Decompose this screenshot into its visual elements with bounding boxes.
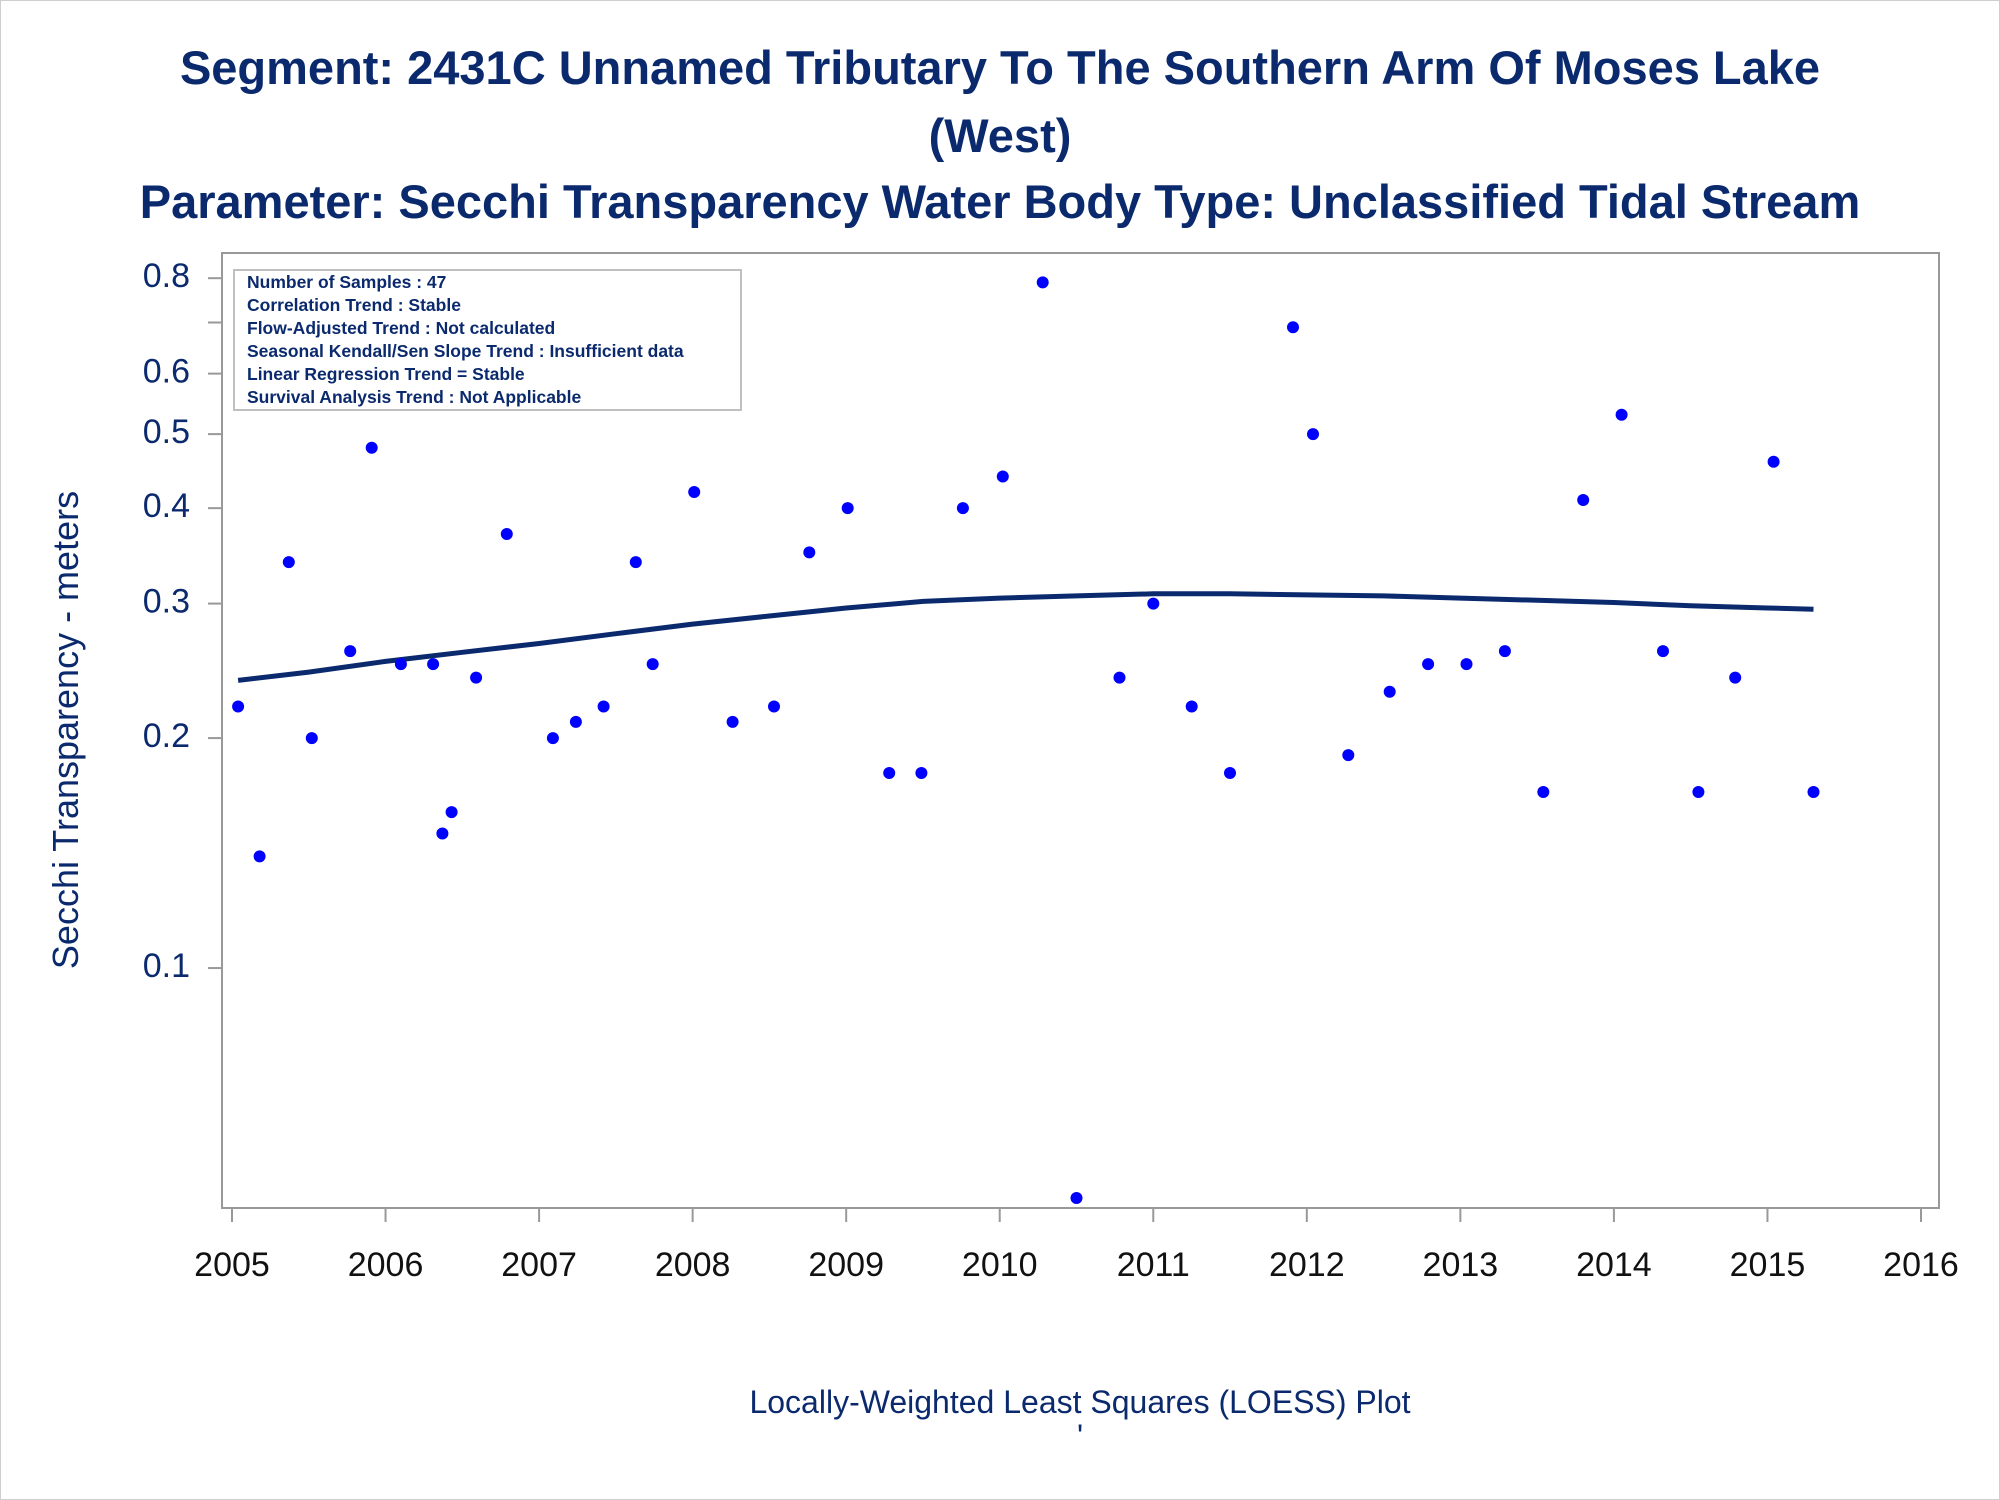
data-point bbox=[569, 715, 582, 728]
data-point bbox=[1036, 276, 1049, 289]
stats-line-flow-adjusted: Flow-Adjusted Trend : Not calculated bbox=[247, 318, 555, 338]
y-axis-ticks: 0.1 0.2 0.3 0.4 0.5 0.6 0.8 bbox=[143, 257, 222, 985]
y-tick-label: 0.5 bbox=[143, 413, 190, 451]
data-point bbox=[1383, 685, 1396, 698]
data-point bbox=[1342, 749, 1355, 762]
data-point bbox=[1460, 658, 1473, 671]
stats-line-linear-regression: Linear Regression Trend = Stable bbox=[247, 364, 525, 384]
data-point bbox=[1657, 645, 1669, 658]
stats-line-samples: Number of Samples : 47 bbox=[247, 272, 446, 292]
data-point bbox=[883, 767, 896, 779]
data-point bbox=[1287, 321, 1299, 334]
data-point bbox=[305, 732, 318, 745]
stats-box-border bbox=[233, 269, 742, 411]
y-tick-label: 0.1 bbox=[143, 947, 190, 985]
data-point bbox=[597, 700, 610, 713]
data-point bbox=[232, 700, 245, 713]
data-point bbox=[1767, 455, 1780, 468]
data-point bbox=[956, 502, 969, 515]
y-tick-label: 0.3 bbox=[143, 583, 190, 621]
chart-subtitle-parameter: Parameter: Secchi Transparency Water Bod… bbox=[139, 175, 1861, 228]
data-point bbox=[344, 645, 357, 658]
data-point bbox=[1615, 408, 1628, 421]
x-tick-label: 2015 bbox=[1730, 1246, 1806, 1284]
data-point bbox=[1498, 645, 1511, 658]
data-point bbox=[646, 658, 659, 671]
data-point bbox=[1422, 658, 1435, 671]
footnote-mark: ' bbox=[1077, 1418, 1083, 1454]
chart-title-segment: Segment: 2431C Unnamed Tributary To The … bbox=[179, 41, 1821, 94]
data-point bbox=[394, 658, 407, 671]
data-point bbox=[768, 700, 780, 713]
y-tick-label: 0.6 bbox=[143, 353, 190, 391]
x-tick-label: 2009 bbox=[808, 1246, 884, 1284]
data-point bbox=[915, 767, 928, 779]
data-point bbox=[996, 470, 1009, 483]
y-tick-label: 0.2 bbox=[143, 717, 190, 755]
data-point bbox=[365, 441, 378, 454]
x-tick-label: 2013 bbox=[1423, 1246, 1499, 1284]
data-point bbox=[841, 502, 854, 515]
x-tick-label: 2007 bbox=[501, 1246, 577, 1284]
chart-title-segment-continued: (West) bbox=[928, 109, 1072, 162]
x-tick-label: 2010 bbox=[962, 1246, 1038, 1284]
data-point bbox=[803, 546, 816, 559]
data-point bbox=[629, 556, 642, 569]
data-points-layer bbox=[232, 276, 1820, 1204]
data-point bbox=[688, 486, 701, 498]
data-point bbox=[1307, 428, 1319, 441]
loess-curve-layer bbox=[237, 591, 1814, 683]
data-point bbox=[1113, 671, 1126, 684]
y-tick-label: 0.4 bbox=[143, 487, 190, 525]
y-axis-title: Secchi Transparency - meters bbox=[45, 491, 86, 969]
data-point bbox=[445, 806, 458, 819]
x-tick-label: 2006 bbox=[348, 1246, 424, 1284]
data-point bbox=[546, 732, 559, 745]
x-tick-label: 2012 bbox=[1269, 1246, 1345, 1284]
x-tick-label: 2008 bbox=[655, 1246, 731, 1284]
data-point bbox=[1224, 767, 1236, 779]
data-point bbox=[500, 528, 513, 540]
data-point bbox=[1147, 597, 1160, 610]
y-tick-label: 0.8 bbox=[143, 257, 190, 295]
stats-box: Number of Samples : 47 Correlation Trend… bbox=[233, 269, 742, 411]
stats-line-survival: Survival Analysis Trend : Not Applicable bbox=[247, 387, 581, 407]
data-point bbox=[1729, 671, 1742, 684]
data-point bbox=[1537, 786, 1550, 798]
stats-line-correlation: Correlation Trend : Stable bbox=[247, 295, 461, 315]
data-point bbox=[253, 850, 266, 863]
loess-curve bbox=[237, 591, 1814, 683]
data-point bbox=[1807, 786, 1820, 798]
data-point bbox=[1185, 700, 1198, 713]
x-tick-label: 2014 bbox=[1576, 1246, 1652, 1284]
footnote-text: Locally-Weighted Least Squares (LOESS) P… bbox=[749, 1384, 1410, 1420]
data-point bbox=[282, 556, 295, 569]
stats-line-seasonal-kendall: Seasonal Kendall/Sen Slope Trend : Insuf… bbox=[247, 341, 684, 361]
x-tick-label: 2016 bbox=[1883, 1246, 1959, 1284]
x-axis-ticks: 2005 2006 2007 2008 2009 2010 2011 2012 2013 2014… bbox=[194, 1208, 1959, 1284]
x-tick-label: 2005 bbox=[194, 1246, 270, 1284]
data-point bbox=[1070, 1192, 1083, 1204]
data-point bbox=[726, 715, 739, 728]
data-point bbox=[427, 658, 440, 671]
x-tick-label: 2011 bbox=[1117, 1246, 1190, 1284]
plot-area bbox=[221, 252, 1940, 1209]
data-point bbox=[470, 671, 483, 684]
data-point bbox=[1692, 786, 1705, 798]
data-point bbox=[1577, 494, 1590, 506]
data-point bbox=[436, 827, 449, 840]
